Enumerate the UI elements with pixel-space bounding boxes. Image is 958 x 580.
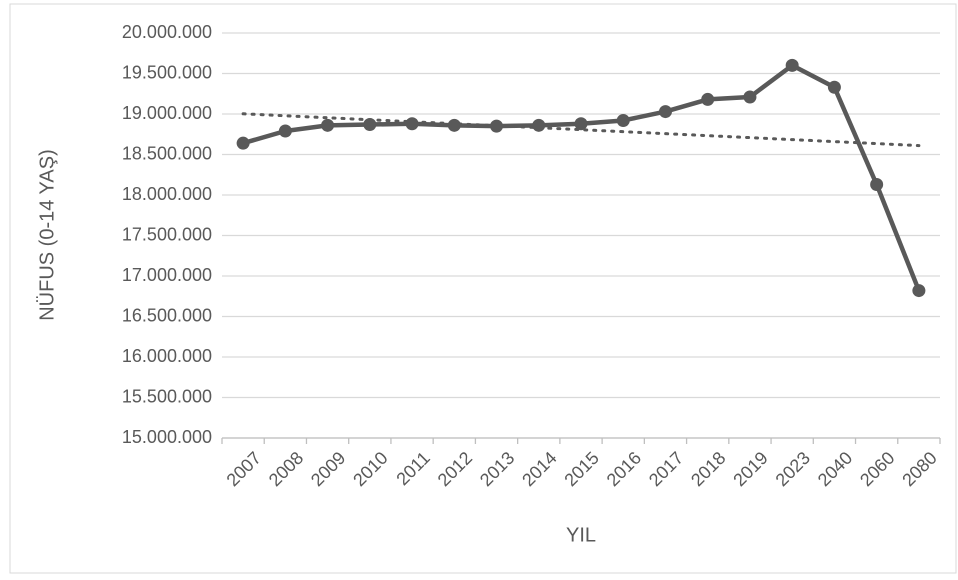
data-point	[616, 113, 630, 127]
data-point	[321, 118, 335, 132]
data-point	[532, 118, 546, 132]
data-point	[870, 177, 884, 191]
y-tick-label: 20.000.000	[122, 22, 212, 42]
data-point	[447, 118, 461, 132]
data-point	[701, 92, 715, 106]
y-tick-label: 16.000.000	[122, 346, 212, 366]
data-point	[827, 80, 841, 94]
data-point	[236, 136, 250, 150]
data-point	[278, 124, 292, 138]
data-point	[405, 117, 419, 131]
y-tick-label: 17.500.000	[122, 224, 212, 244]
y-tick-label: 18.000.000	[122, 184, 212, 204]
y-tick-label: 19.500.000	[122, 62, 212, 82]
chart-frame	[9, 3, 957, 574]
data-point	[363, 118, 377, 132]
y-tick-label: 18.500.000	[122, 143, 212, 163]
y-tick-label: 19.000.000	[122, 103, 212, 123]
y-tick-label: 17.000.000	[122, 265, 212, 285]
data-point	[912, 284, 926, 298]
data-point	[743, 90, 757, 104]
y-tick-label: 15.500.000	[122, 386, 212, 406]
data-point	[658, 105, 672, 119]
y-tick-label: 15.000.000	[122, 427, 212, 447]
data-point	[785, 58, 799, 72]
data-point	[490, 119, 504, 133]
x-axis-title: YIL	[566, 524, 596, 546]
data-point	[574, 117, 588, 131]
y-axis-title: NÜFUS (0-14 YAŞ)	[36, 149, 58, 321]
y-tick-label: 16.500.000	[122, 305, 212, 325]
